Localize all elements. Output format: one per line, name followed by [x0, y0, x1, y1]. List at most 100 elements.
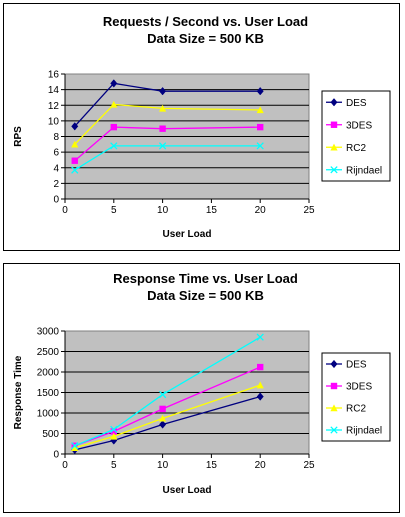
chart-title: Response Time vs. User Load — [113, 271, 298, 286]
data-point — [159, 86, 167, 96]
series-rijndael — [71, 333, 264, 450]
series-line — [74, 336, 261, 447]
y-axis-label: RPS — [13, 126, 24, 147]
legend-box — [321, 90, 391, 182]
legend-box — [321, 352, 391, 442]
series-line — [74, 384, 261, 449]
y-tick-label: 2 — [53, 179, 59, 190]
y-tick-label: 1000 — [37, 409, 60, 420]
data-point — [256, 142, 264, 150]
x-tick-label: 25 — [303, 205, 315, 216]
legend-marker — [330, 382, 338, 390]
data-point — [110, 432, 118, 440]
legend-entry: 3DES — [326, 382, 372, 393]
legend-entry: RC2 — [326, 143, 366, 154]
series-3des — [71, 123, 264, 164]
response-time-chart: Response Time vs. User Load Data Size = 5… — [13, 271, 391, 496]
data-point — [71, 166, 79, 174]
legend-marker — [330, 143, 338, 151]
legend-marker — [330, 404, 338, 412]
y-tick-label: 500 — [42, 429, 59, 440]
x-tick-label: 5 — [111, 460, 117, 471]
y-tick-label: 0 — [53, 450, 59, 461]
x-tick-label: 0 — [62, 205, 68, 216]
data-point — [159, 405, 166, 413]
data-point — [257, 363, 264, 371]
y-tick-label: 1500 — [37, 388, 60, 399]
y-tick-label: 2000 — [37, 368, 60, 379]
series-des — [71, 79, 264, 131]
series-rc2 — [71, 381, 264, 452]
data-point — [159, 125, 166, 132]
legend-marker — [330, 121, 338, 128]
legend-label: RC2 — [346, 404, 366, 415]
x-tick-label: 15 — [206, 205, 218, 216]
y-axis-label: Response Time — [13, 355, 24, 429]
legend-entry: 3DES — [326, 120, 372, 131]
legend-marker — [330, 426, 338, 434]
data-point — [256, 106, 264, 114]
legend-entry: RC2 — [326, 404, 366, 415]
x-tick-label: 15 — [206, 460, 218, 471]
y-tick-label: 16 — [48, 70, 60, 81]
data-point — [110, 123, 117, 131]
x-tick-label: 25 — [303, 460, 315, 471]
chart-subtitle: Data Size = 500 KB — [147, 288, 264, 303]
x-tick-label: 0 — [62, 460, 68, 471]
legend-entry: Rijndael — [326, 426, 382, 437]
data-point — [256, 392, 264, 401]
legend-entry: DES — [326, 360, 367, 371]
y-tick-label: 10 — [48, 116, 60, 127]
x-tick-label: 5 — [111, 205, 117, 216]
legend-label: DES — [346, 360, 367, 371]
legend-marker — [330, 359, 338, 369]
y-tick-label: 0 — [53, 195, 59, 206]
x-axis-label: User Load — [163, 485, 212, 496]
y-tick-label: 4 — [53, 163, 59, 174]
data-point — [110, 428, 117, 435]
data-point — [110, 100, 118, 108]
rps-chart: Requests / Second vs. User Load Data Size… — [13, 14, 391, 240]
data-point — [110, 425, 118, 434]
x-axis-label: User Load — [163, 229, 212, 240]
data-point — [256, 86, 264, 96]
x-tick-label: 10 — [157, 205, 169, 216]
series-line — [74, 145, 261, 171]
data-point — [256, 333, 264, 341]
data-point — [159, 420, 167, 429]
legend-label: 3DES — [346, 120, 372, 131]
y-tick-label: 3000 — [37, 327, 60, 338]
data-point — [256, 381, 264, 389]
response-time-chart-panel: Response Time vs. User Load Data Size = 5… — [3, 263, 400, 513]
data-point — [71, 140, 79, 148]
data-point — [71, 444, 79, 452]
data-point — [110, 79, 118, 88]
x-tick-label: 20 — [255, 460, 267, 471]
legend-entry: Rijndael — [326, 165, 382, 176]
data-point — [71, 442, 79, 450]
y-tick-label: 12 — [48, 101, 60, 112]
x-tick-label: 20 — [255, 205, 267, 216]
rps-chart-panel: Requests / Second vs. User Load Data Size… — [3, 3, 400, 251]
data-point — [110, 142, 118, 150]
y-tick-label: 2500 — [37, 347, 60, 358]
legend-label: Rijndael — [346, 426, 382, 437]
series-line — [74, 366, 261, 447]
data-point — [159, 414, 167, 422]
x-tick-label: 10 — [157, 460, 169, 471]
y-tick-label: 14 — [48, 85, 60, 96]
legend-marker — [330, 166, 338, 174]
series-rc2 — [71, 100, 264, 148]
series-line — [74, 103, 261, 145]
data-point — [71, 122, 79, 131]
series-line — [74, 395, 261, 451]
legend-entry: DES — [326, 98, 367, 109]
data-point — [257, 123, 264, 131]
chart-title: Requests / Second vs. User Load — [103, 14, 308, 29]
legend-marker — [330, 98, 338, 107]
legend-label: Rijndael — [346, 165, 382, 176]
legend-label: RC2 — [346, 143, 366, 154]
chart-subtitle: Data Size = 500 KB — [147, 31, 264, 46]
data-point — [159, 104, 167, 112]
y-tick-label: 6 — [53, 148, 59, 159]
